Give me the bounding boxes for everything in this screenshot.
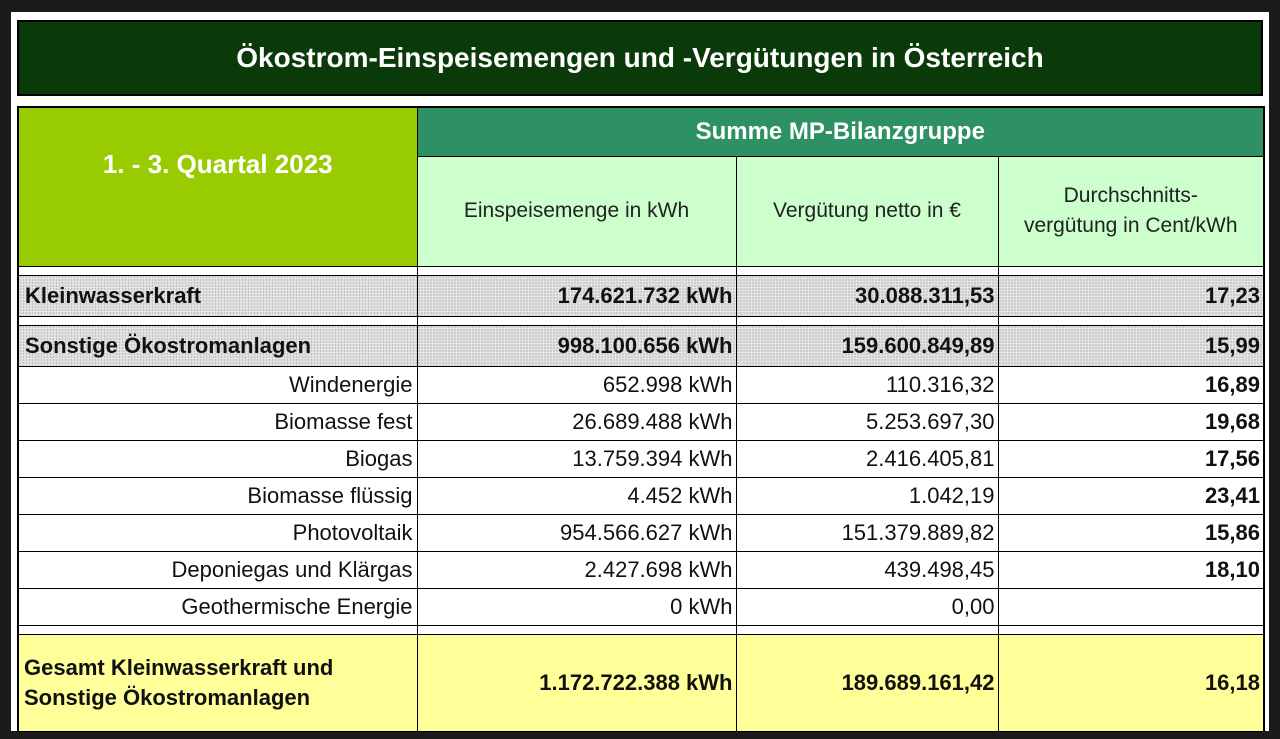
payment-cell: 1.042,19	[735, 476, 999, 515]
spacer-row	[17, 265, 1265, 276]
row-label: Biomasse fest	[17, 402, 418, 441]
table-row: Biogas 13.759.394 kWh 2.416.405,81 17,56	[17, 439, 1265, 478]
data-table: 1. - 3. Quartal 2023 Summe MP-Bilanzgrup…	[17, 106, 1265, 732]
total-label: Gesamt Kleinwasserkraft und Sonstige Öko…	[17, 633, 418, 732]
row-label: Sonstige Ökostromanlagen	[17, 324, 418, 367]
total-feed-in-cell: 1.172.722.388 kWh	[416, 633, 737, 732]
table-row: Biomasse fest 26.689.488 kWh 5.253.697,3…	[17, 402, 1265, 441]
average-cell	[997, 587, 1265, 626]
column-header-payment: Vergütung netto in €	[735, 155, 999, 267]
total-row: Gesamt Kleinwasserkraft und Sonstige Öko…	[17, 633, 1265, 732]
spacer-row	[17, 624, 1265, 635]
row-label: Photovoltaik	[17, 513, 418, 552]
period-header: 1. - 3. Quartal 2023	[17, 106, 418, 267]
payment-cell: 0,00	[735, 587, 999, 626]
spacer-row	[17, 315, 1265, 326]
total-label-line1: Gesamt Kleinwasserkraft und	[24, 654, 334, 680]
table-title: Ökostrom-Einspeisemengen und -Vergütunge…	[17, 20, 1263, 96]
average-cell: 17,23	[997, 274, 1265, 317]
column-header-average: Durchschnitts- vergütung in Cent/kWh	[997, 155, 1265, 267]
table-row: Geothermische Energie 0 kWh 0,00	[17, 587, 1265, 626]
row-label: Kleinwasserkraft	[17, 274, 418, 317]
table-row: Deponiegas und Klärgas 2.427.698 kWh 439…	[17, 550, 1265, 589]
column-header-average-line2: vergütung in Cent/kWh	[1023, 214, 1238, 237]
payment-cell: 439.498,45	[735, 550, 999, 589]
table-row: Photovoltaik 954.566.627 kWh 151.379.889…	[17, 513, 1265, 552]
row-label: Windenergie	[17, 365, 418, 404]
total-label-line2: Sonstige Ökostromanlagen	[24, 684, 311, 710]
total-average-cell: 16,18	[997, 633, 1265, 732]
column-header-average-line1: Durchschnitts-	[1063, 184, 1198, 207]
average-cell: 16,89	[997, 365, 1265, 404]
payment-cell: 159.600.849,89	[735, 324, 999, 367]
feed-in-cell: 26.689.488 kWh	[416, 402, 737, 441]
table-row: Windenergie 652.998 kWh 110.316,32 16,89	[17, 365, 1265, 404]
average-cell: 23,41	[997, 476, 1265, 515]
row-label: Biomasse flüssig	[17, 476, 418, 515]
row-kleinwasserkraft: Kleinwasserkraft 174.621.732 kWh 30.088.…	[17, 274, 1265, 317]
feed-in-cell: 174.621.732 kWh	[416, 274, 737, 317]
average-cell: 15,86	[997, 513, 1265, 552]
payment-cell: 151.379.889,82	[735, 513, 999, 552]
average-cell: 18,10	[997, 550, 1265, 589]
payment-cell: 5.253.697,30	[735, 402, 999, 441]
feed-in-cell: 0 kWh	[416, 587, 737, 626]
feed-in-cell: 13.759.394 kWh	[416, 439, 737, 478]
feed-in-cell: 2.427.698 kWh	[416, 550, 737, 589]
total-payment-cell: 189.689.161,42	[735, 633, 999, 732]
average-cell: 15,99	[997, 324, 1265, 367]
spreadsheet-sheet: Ökostrom-Einspeisemengen und -Vergütunge…	[11, 12, 1269, 732]
row-label: Geothermische Energie	[17, 587, 418, 626]
group-header: Summe MP-Bilanzgruppe	[416, 106, 1265, 157]
row-label: Deponiegas und Klärgas	[17, 550, 418, 589]
feed-in-cell: 954.566.627 kWh	[416, 513, 737, 552]
feed-in-cell: 998.100.656 kWh	[416, 324, 737, 367]
row-sonstige-oekostromanlagen: Sonstige Ökostromanlagen 998.100.656 kWh…	[17, 324, 1265, 367]
payment-cell: 110.316,32	[735, 365, 999, 404]
column-header-feed-in: Einspeisemenge in kWh	[416, 155, 737, 267]
average-cell: 19,68	[997, 402, 1265, 441]
payment-cell: 2.416.405,81	[735, 439, 999, 478]
average-cell: 17,56	[997, 439, 1265, 478]
payment-cell: 30.088.311,53	[735, 274, 999, 317]
feed-in-cell: 652.998 kWh	[416, 365, 737, 404]
row-label: Biogas	[17, 439, 418, 478]
feed-in-cell: 4.452 kWh	[416, 476, 737, 515]
table-row: Biomasse flüssig 4.452 kWh 1.042,19 23,4…	[17, 476, 1265, 515]
